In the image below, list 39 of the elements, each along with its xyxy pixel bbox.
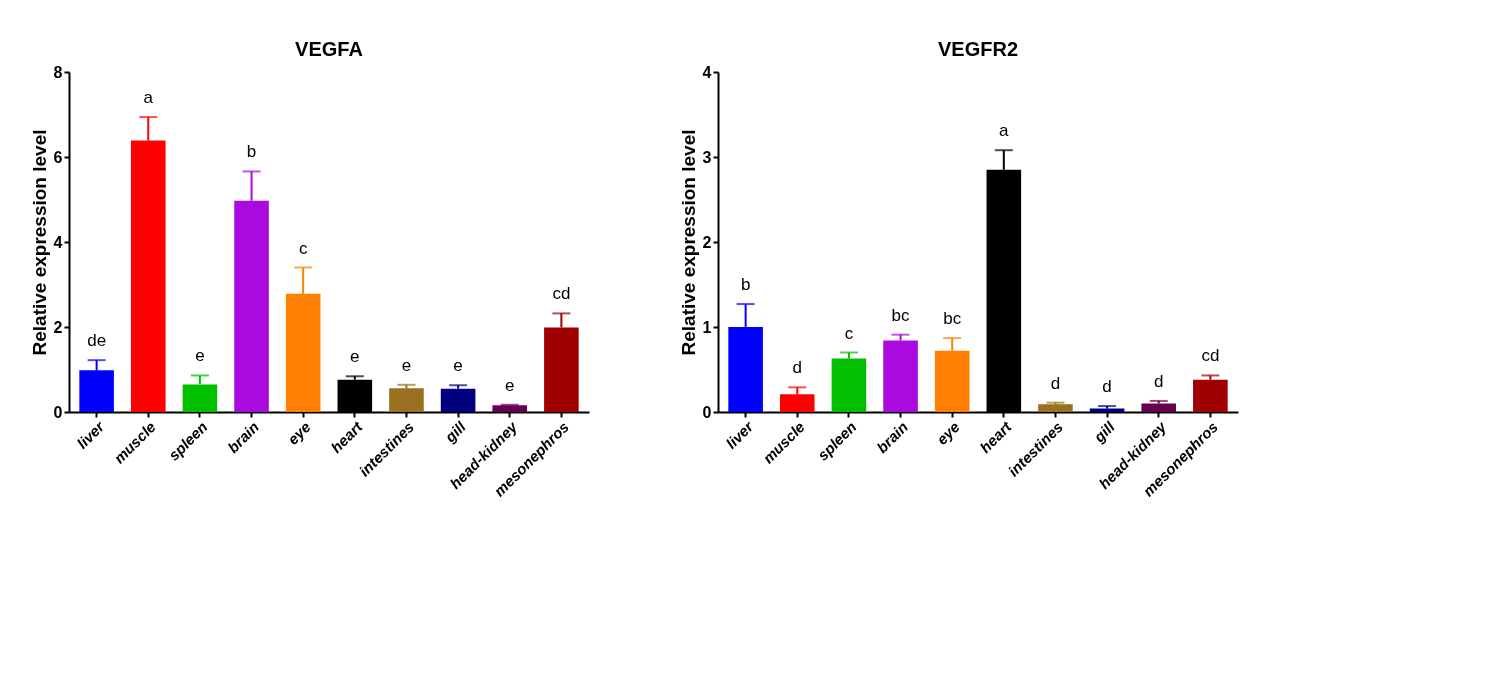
annotation: e: [401, 355, 412, 375]
y-tick-label: 8: [53, 63, 63, 81]
annotation: a: [143, 88, 154, 108]
y-tick-label: 4: [53, 233, 63, 251]
annotation: e: [453, 356, 463, 376]
x-tick-label: eye: [284, 418, 314, 448]
annotation: bc: [891, 305, 911, 325]
annotation: b: [246, 142, 257, 162]
y-tick-label: 1: [702, 318, 712, 336]
bar: [492, 405, 528, 412]
x-tick-label: eye: [933, 418, 963, 448]
y-tick-label: 0: [53, 403, 63, 421]
annotation: e: [350, 347, 360, 367]
y-axis-title: Relative expression level: [677, 129, 699, 356]
annotation: cd: [1201, 346, 1220, 366]
chart-title: VEGFA: [295, 38, 363, 60]
annotation: de: [87, 331, 107, 351]
y-tick-label: 0: [702, 403, 712, 421]
y-tick-label: 2: [702, 233, 712, 251]
annotation: cd: [552, 284, 571, 304]
y-tick-label: 6: [53, 148, 63, 166]
bar: [831, 358, 867, 412]
annotation: b: [740, 275, 751, 295]
y-tick-label: 3: [702, 148, 712, 166]
annotation: bc: [943, 309, 962, 329]
chart-title: VEGFR2: [937, 38, 1019, 60]
annotation: d: [1050, 373, 1061, 393]
annotation: d: [1154, 371, 1164, 391]
annotation: a: [999, 121, 1010, 141]
y-axis-title: Relative expression level: [28, 129, 50, 356]
annotation: e: [505, 375, 515, 395]
annotation: c: [844, 323, 854, 343]
bar: [883, 340, 918, 412]
y-tick-label: 2: [53, 318, 63, 336]
annotation: d: [792, 358, 802, 378]
annotation: e: [195, 346, 205, 366]
annotation: c: [298, 238, 308, 258]
annotation: d: [1102, 377, 1112, 397]
y-tick-label: 4: [702, 63, 712, 81]
